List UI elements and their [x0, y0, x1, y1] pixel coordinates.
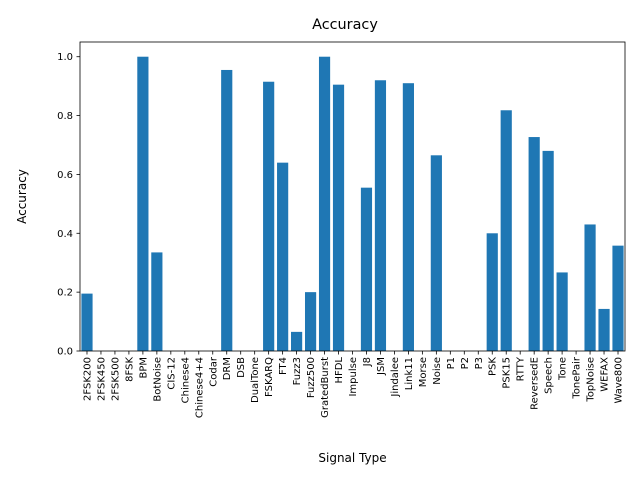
bar-fuzz3 [291, 331, 303, 351]
bar-noise [430, 155, 442, 351]
x-tick-label: DRM [222, 357, 233, 380]
x-tick-label: 8FSK [124, 357, 135, 382]
x-tick-label: Fuzz3 [292, 357, 303, 385]
y-axis: 0.0 0.2 0.4 0.6 0.8 1.0 [57, 52, 80, 358]
bar-hfdl [332, 84, 345, 352]
bars-group [81, 56, 624, 352]
x-axis: 2FSK200 2FSK450 2FSK500 8FSK BPM BotNoise CIS-… [82, 351, 625, 418]
x-tick-label: Chinese4 [180, 357, 191, 403]
x-tick-label: PSK [488, 357, 499, 376]
bar-gratedburst [318, 56, 331, 352]
x-tick-label: Codar [208, 356, 219, 387]
bar-j8 [360, 187, 373, 351]
x-tick-label: FT4 [278, 357, 289, 375]
y-tick-label: 1.0 [57, 52, 73, 63]
bar-botnoise [151, 252, 163, 351]
x-tick-label: J8 [362, 357, 373, 367]
bar-reversede [528, 137, 540, 351]
bar-drm [221, 69, 233, 352]
bar-tone [556, 272, 568, 351]
x-tick-label: JSM [376, 357, 387, 376]
chart-title: Accuracy [312, 17, 378, 33]
x-tick-label: Impulse [348, 357, 359, 397]
x-tick-label: 2FSK450 [96, 357, 107, 401]
x-tick-label: RTTY [516, 356, 527, 381]
x-tick-label: P2 [460, 357, 471, 369]
bar-wave800 [612, 245, 624, 351]
bar-link11 [402, 83, 414, 351]
plot-frame [79, 41, 626, 352]
x-tick-label: GratedBurst [320, 357, 331, 418]
x-tick-label: PSK15 [502, 357, 513, 389]
y-tick-label: 0.6 [57, 170, 73, 181]
y-tick-label: 0.8 [57, 111, 73, 122]
x-tick-label: P1 [446, 357, 457, 369]
x-axis-label: Signal Type [318, 451, 386, 465]
x-tick-label: DualTone [250, 357, 261, 403]
x-tick-label: Noise [432, 357, 443, 385]
x-tick-label: Jindalee [390, 357, 401, 398]
x-tick-label: TopNoise [586, 357, 597, 403]
bar-jsm [374, 80, 387, 351]
x-tick-label: BotNoise [152, 357, 163, 402]
x-tick-label: ReversedE [530, 357, 541, 410]
x-tick-label: DSB [236, 357, 247, 378]
x-tick-label: 2FSK200 [82, 357, 93, 401]
bar-wefax [598, 308, 610, 351]
x-tick-label: Chinese4+4 [194, 357, 205, 418]
bar-topnoise [584, 224, 596, 351]
x-tick-label: CIS-12 [166, 357, 177, 390]
x-tick-label: P3 [474, 357, 485, 369]
x-tick-label: Link11 [404, 357, 415, 390]
bar-2fsk200 [81, 293, 93, 351]
x-tick-label: Wave800 [614, 357, 625, 404]
bar-ft4 [277, 162, 289, 351]
y-tick-label: 0.4 [57, 229, 73, 240]
x-tick-label: Fuzz500 [306, 357, 317, 398]
y-tick-label: 0.2 [57, 288, 73, 299]
bar-fskarq [263, 81, 275, 351]
x-tick-label: Morse [418, 357, 429, 387]
x-tick-label: HFDL [334, 357, 345, 384]
y-axis-label: Accuracy [15, 169, 29, 224]
x-tick-label: WEFAX [600, 357, 611, 392]
x-tick-label: TonePair [572, 356, 583, 400]
bar-bpm [137, 56, 149, 352]
x-tick-label: FSKARQ [264, 357, 275, 397]
x-tick-label: Speech [544, 357, 555, 394]
bar-fuzz500 [304, 292, 317, 351]
bar-speech [542, 150, 554, 351]
y-tick-label: 0.0 [57, 347, 73, 358]
x-tick-label: Tone [558, 357, 569, 381]
x-tick-label: 2FSK500 [110, 357, 121, 401]
x-tick-label: BPM [138, 357, 149, 379]
bar-psk [486, 233, 498, 351]
bar-psk15 [500, 110, 512, 352]
